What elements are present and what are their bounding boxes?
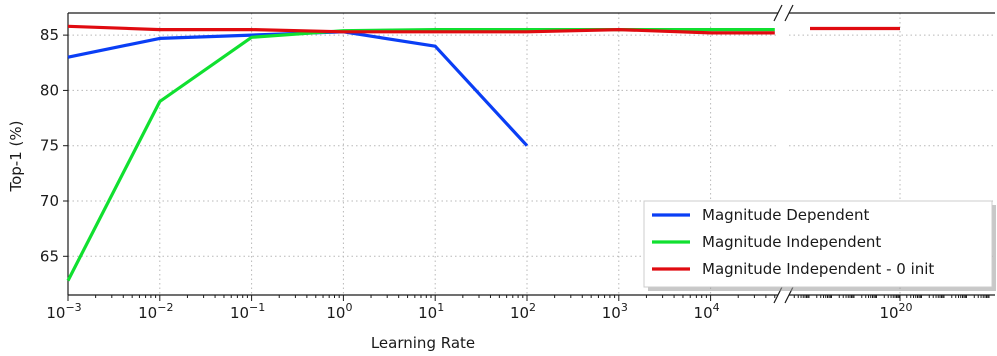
series-line: [67, 30, 529, 147]
axes: [63, 4, 995, 304]
axis-break-mark: [773, 4, 783, 22]
axis-break-mark: [784, 4, 794, 22]
legend-label: Magnitude Independent: [702, 233, 881, 251]
legend: Magnitude Dependent Magnitude Independent…: [643, 200, 996, 291]
x-axis-label: Learning Rate: [371, 334, 475, 352]
y-tick-label: 85: [40, 26, 59, 44]
y-tick-label: 70: [40, 192, 59, 210]
y-tick-label: 75: [40, 137, 59, 155]
series-line: [67, 24, 775, 35]
legend-label: Magnitude Independent - 0 init: [702, 260, 934, 278]
series-line: [66, 28, 775, 282]
x-tick-label: 10−3: [46, 301, 81, 322]
x-tick-label: 102: [510, 301, 536, 322]
y-axis-label: Top-1 (%): [7, 121, 25, 193]
tick-labels: 65 70 75 80 85 10−3 10−2 10−1 100 101 102 103 104 102…: [40, 26, 913, 322]
legend-label: Magnitude Dependent: [702, 206, 870, 224]
y-tick-label: 80: [40, 81, 59, 99]
x-tick-label: 1020: [879, 301, 912, 322]
x-tick-label: 104: [694, 301, 720, 322]
x-tick-label: 101: [418, 301, 444, 322]
x-tick-label: 103: [602, 301, 628, 322]
x-tick-label: 10−2: [138, 301, 173, 322]
x-tick-label: 10−1: [230, 301, 265, 322]
x-tick-label: 100: [326, 301, 352, 322]
legend-box: [643, 200, 993, 288]
series-lines: [66, 24, 900, 282]
y-tick-label: 65: [40, 247, 59, 265]
